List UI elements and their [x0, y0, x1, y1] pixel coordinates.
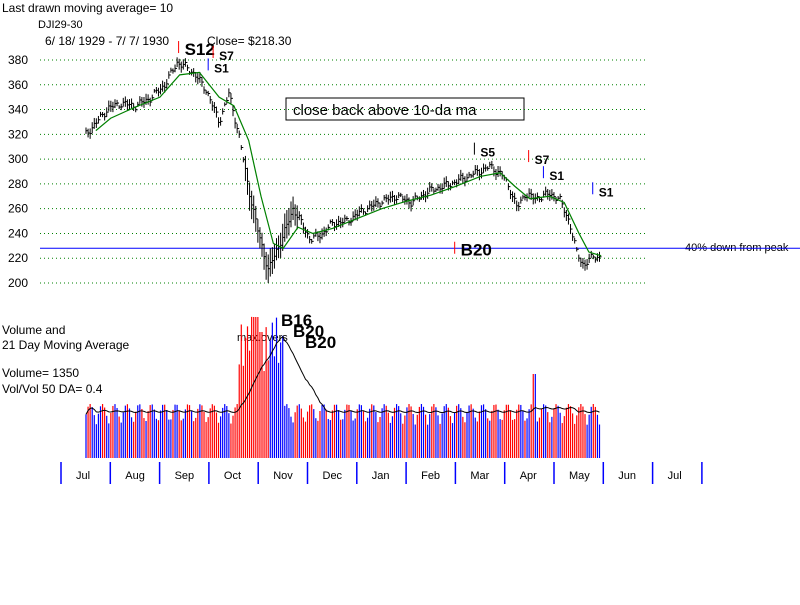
volume-moving-average-line [85, 336, 600, 415]
y-tick-label: 320 [8, 127, 28, 141]
annotation-box: close back above 10-da ma [285, 97, 525, 121]
month-label: Jun [618, 470, 636, 482]
y-tick-label: 340 [8, 103, 28, 117]
y-tick-label: 300 [8, 152, 28, 166]
y-tick-label: 380 [8, 53, 28, 67]
month-label: Apr [520, 470, 537, 482]
signal-label: S7 [219, 49, 234, 63]
month-label: Dec [323, 470, 343, 482]
y-tick-label: 360 [8, 78, 28, 92]
annotation-frame [285, 97, 525, 121]
month-axis: Jul Aug Sep Oct Nov Dec Jan Feb Mar Apr May Jun Jul [60, 462, 703, 484]
chart-symbol: DJI29-30 [38, 19, 83, 31]
signal-label: S1 [214, 61, 229, 75]
y-tick-label: 260 [8, 202, 28, 216]
month-label: Feb [421, 470, 440, 482]
volume-label-1: Volume and [2, 323, 65, 337]
volume-value: Volume= 1350 [2, 366, 79, 380]
month-label: May [569, 470, 590, 482]
signal-label: S5 [480, 146, 495, 160]
month-label: Sep [175, 470, 195, 482]
month-label: Jul [668, 470, 682, 482]
chart-title: Last drawn moving average= 10 [2, 1, 173, 15]
month-label: Jan [372, 470, 390, 482]
moving-average-line [95, 71, 602, 257]
month-label: Nov [273, 470, 293, 482]
month-label: Oct [224, 470, 241, 482]
y-tick-label: 200 [8, 276, 28, 290]
volume-bars [85, 316, 601, 458]
volume-label-2: 21 Day Moving Average [2, 338, 130, 352]
annotation-text: close back above 10-da ma [293, 102, 477, 119]
signal-label: S7 [535, 153, 550, 167]
y-tick-label: 240 [8, 226, 28, 240]
signal-label: B20 [461, 241, 492, 260]
month-label: Mar [470, 470, 489, 482]
volume-ratio: Vol/Vol 50 DA= 0.4 [2, 382, 103, 396]
volume-max-label: max.overs [237, 332, 288, 344]
y-tick-label: 220 [8, 251, 28, 265]
price-bars [85, 57, 602, 283]
volume-signal-label: B20 [293, 322, 324, 341]
signal-label: S12 [185, 40, 215, 59]
signal-label: S1 [549, 169, 564, 183]
price-grid: 200 220 240 260 280 300 320 340 360 380 [8, 53, 645, 290]
y-tick-label: 280 [8, 177, 28, 191]
chart-close-value: Close= $218.30 [207, 34, 292, 48]
month-label: Aug [125, 470, 145, 482]
volume-signal-label: B20 [305, 333, 336, 352]
signal-label: S1 [599, 185, 614, 199]
month-label: Jul [76, 470, 90, 482]
chart-date-range: 6/ 18/ 1929 - 7/ 7/ 1930 [45, 34, 169, 48]
volume-signal-label: B16 [281, 311, 312, 330]
